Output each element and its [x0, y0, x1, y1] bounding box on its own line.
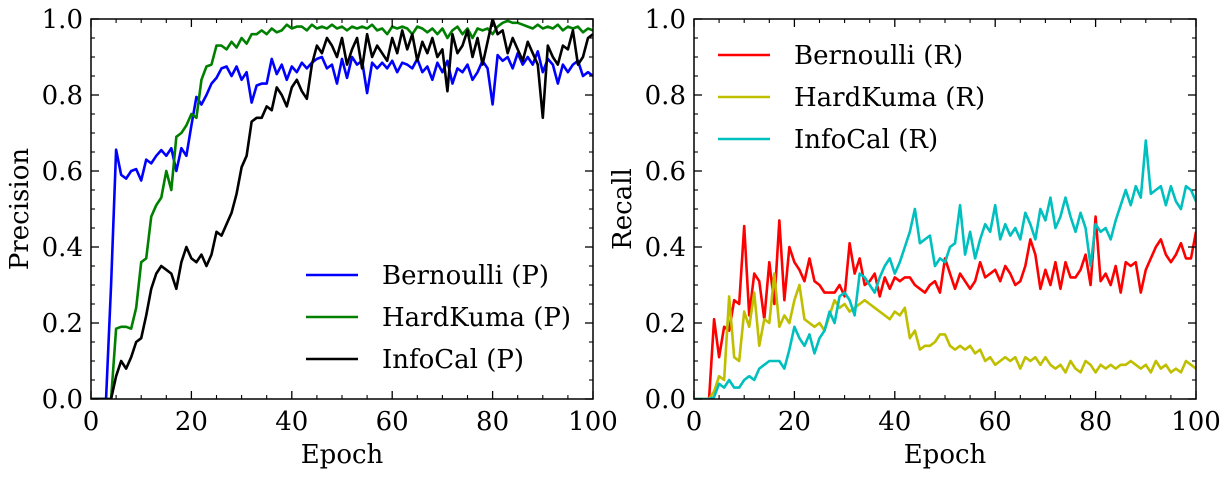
y-tick-label: 1.0: [42, 5, 83, 35]
x-tick-label: 80: [1079, 407, 1112, 437]
series-line-1: [91, 50, 593, 399]
legend-label: InfoCal (R): [794, 125, 938, 155]
legend-label: HardKuma (P): [382, 303, 571, 333]
legend-label: HardKuma (R): [794, 83, 985, 113]
series-line-1: [694, 215, 1196, 399]
precision-chart: 0 20 40 60 80 100 0.0 0.2 0.4 0.6 0.8 1.0 Epoch Preci…: [5, 5, 618, 470]
x-tick-label: 40: [878, 407, 911, 437]
y-tick-label: 0.4: [42, 233, 83, 263]
x-axis-label: Epoch: [904, 440, 987, 470]
x-tick-label: 100: [1171, 407, 1221, 437]
x-tick-label: 100: [568, 407, 618, 437]
legend-label: Bernoulli (R): [794, 41, 963, 71]
y-tick-label: 0.4: [645, 233, 686, 263]
x-tick-label: 0: [686, 407, 703, 437]
series-line-3: [694, 139, 1196, 399]
x-tick-label: 0: [83, 407, 100, 437]
legend-label: InfoCal (P): [382, 345, 524, 375]
y-tick-label: 1.0: [645, 5, 686, 35]
y-axis-label: Precision: [5, 148, 35, 270]
y-tick-label: 0.2: [645, 309, 686, 339]
y-tick-label: 0.8: [42, 81, 83, 111]
y-tick-label: 0.0: [645, 385, 686, 415]
recall-chart: 0 20 40 60 80 100 0.0 0.2 0.4 0.6 0.8 1.0 Epoch Recal…: [608, 5, 1221, 470]
x-axis-label: Epoch: [301, 440, 384, 470]
plot-frame: [90, 18, 594, 400]
series-line-2: [694, 272, 1196, 399]
x-tick-label: 60: [979, 407, 1012, 437]
y-tick-label: 0.2: [42, 309, 83, 339]
series-line-3: [91, 19, 593, 399]
y-axis-label: Recall: [608, 168, 638, 250]
legend: Bernoulli (P) HardKuma (P) InfoCal (P): [306, 261, 571, 375]
x-tick-label: 20: [778, 407, 811, 437]
series-line-2: [91, 19, 593, 399]
legend: Bernoulli (R) HardKuma (R) InfoCal (R): [718, 41, 985, 155]
x-tick-label: 40: [275, 407, 308, 437]
y-tick-label: 0.0: [42, 385, 83, 415]
x-tick-label: 80: [476, 407, 509, 437]
y-tick-label: 0.6: [42, 157, 83, 187]
x-tick-label: 20: [175, 407, 208, 437]
y-tick-label: 0.8: [645, 81, 686, 111]
legend-label: Bernoulli (P): [382, 261, 549, 291]
x-tick-label: 60: [376, 407, 409, 437]
y-tick-label: 0.6: [645, 157, 686, 187]
